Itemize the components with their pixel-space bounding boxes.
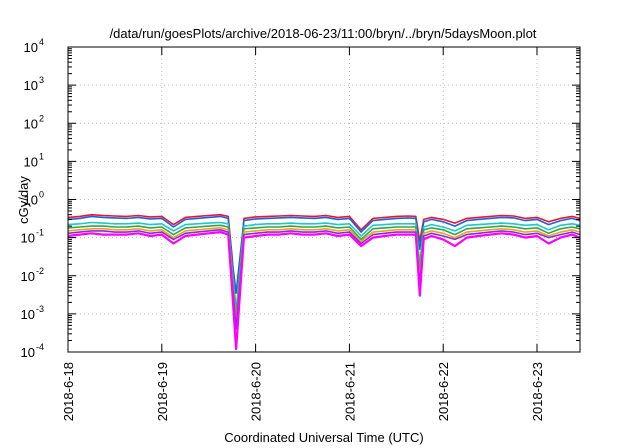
y-tick-exponent: 4: [39, 37, 44, 47]
series-line-4: [67, 224, 581, 319]
x-tick-label: 2018-6-22: [436, 362, 451, 421]
x-axis-label: Coordinated Universal Time (UTC): [224, 430, 423, 445]
x-axis: 2018-6-18 2018-6-19 2018-6-20 2018-6-21 2018…: [61, 47, 545, 421]
x-tick-label: 2018-6-18: [61, 362, 76, 421]
y-tick-exponent: 2: [39, 113, 44, 123]
series-line-3: [67, 221, 581, 312]
y-tick-label: 101: [24, 151, 44, 169]
x-tick-label: 2018-6-21: [342, 362, 357, 421]
y-tick-label: 102: [24, 113, 44, 131]
x-tick-label: 2018-6-19: [155, 362, 170, 421]
series-group: [67, 213, 581, 351]
x-tick-label: 2018-6-23: [530, 362, 545, 421]
chart-title: /data/run/goesPlots/archive/2018-06-23/1…: [110, 26, 537, 41]
y-tick-label: 103: [24, 75, 44, 93]
series-line-5: [67, 227, 581, 327]
grid: [67, 47, 580, 352]
y-tick-exponent: -1: [36, 228, 44, 238]
y-tick-label: 104: [24, 37, 44, 55]
series-line-6: [67, 229, 581, 330]
y-tick-exponent: 3: [39, 75, 44, 85]
series-line-2: [67, 215, 581, 294]
y-tick-exponent: 0: [39, 190, 44, 200]
y-tick-label: 10-4: [21, 342, 44, 360]
y-tick-exponent: -4: [36, 342, 44, 352]
x-tick-label: 2018-6-20: [249, 362, 264, 421]
y-tick-exponent: -3: [36, 304, 44, 314]
y-tick-label: 10-2: [21, 266, 44, 284]
y-axis-label: cGy/day: [16, 176, 31, 224]
y-tick-exponent: 1: [39, 151, 44, 161]
y-tick-label: 10-3: [21, 304, 44, 322]
series-line-1: [67, 213, 581, 317]
series-line-7: [67, 231, 581, 351]
y-tick-exponent: -2: [36, 266, 44, 276]
y-tick-label: 10-1: [21, 228, 44, 246]
